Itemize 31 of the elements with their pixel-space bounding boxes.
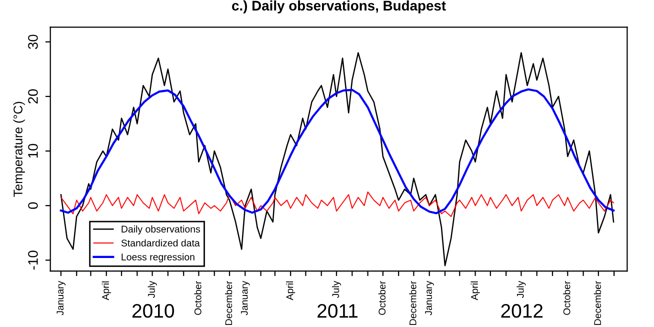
legend-label: Daily observations [122,225,200,234]
x-tick-label: April [102,281,111,300]
y-tick-label: -10 [28,250,38,270]
x-tick-label: October [563,280,570,315]
line-series [60,88,615,214]
x-tick-label: April [470,281,480,300]
x-tick-label: December [409,280,416,325]
x-tick-label: December [224,280,232,325]
x-tick-label: July [516,280,526,298]
text: 2012 [501,304,543,318]
x-tick-label: October [378,280,386,315]
x-tick-label: January [425,280,434,316]
legend-label: Loess regression [122,253,194,262]
line-series [60,191,614,217]
y-tick-label: 0 [28,202,38,209]
x-tick-label: January [240,280,250,316]
x-tick-label: July [148,280,157,298]
y-axis-title: Temperature (°C) [13,102,25,197]
legend-label: Standardized data [121,239,200,246]
x-tick-label: January [56,280,66,316]
text: 2011 [318,304,358,318]
chart-title: c.) Daily observations, Budapest [232,0,446,14]
y-tick-label: 30 [28,34,38,50]
x-tick-label: October [194,280,202,315]
x-tick-label: December [594,280,602,325]
y-tick-label: 10 [28,144,38,158]
line-series [60,52,614,266]
y-tick-label: 20 [28,89,38,104]
text: 2010 [132,304,174,318]
x-tick-label: April [286,281,296,300]
x-tick-label: July [332,280,342,298]
